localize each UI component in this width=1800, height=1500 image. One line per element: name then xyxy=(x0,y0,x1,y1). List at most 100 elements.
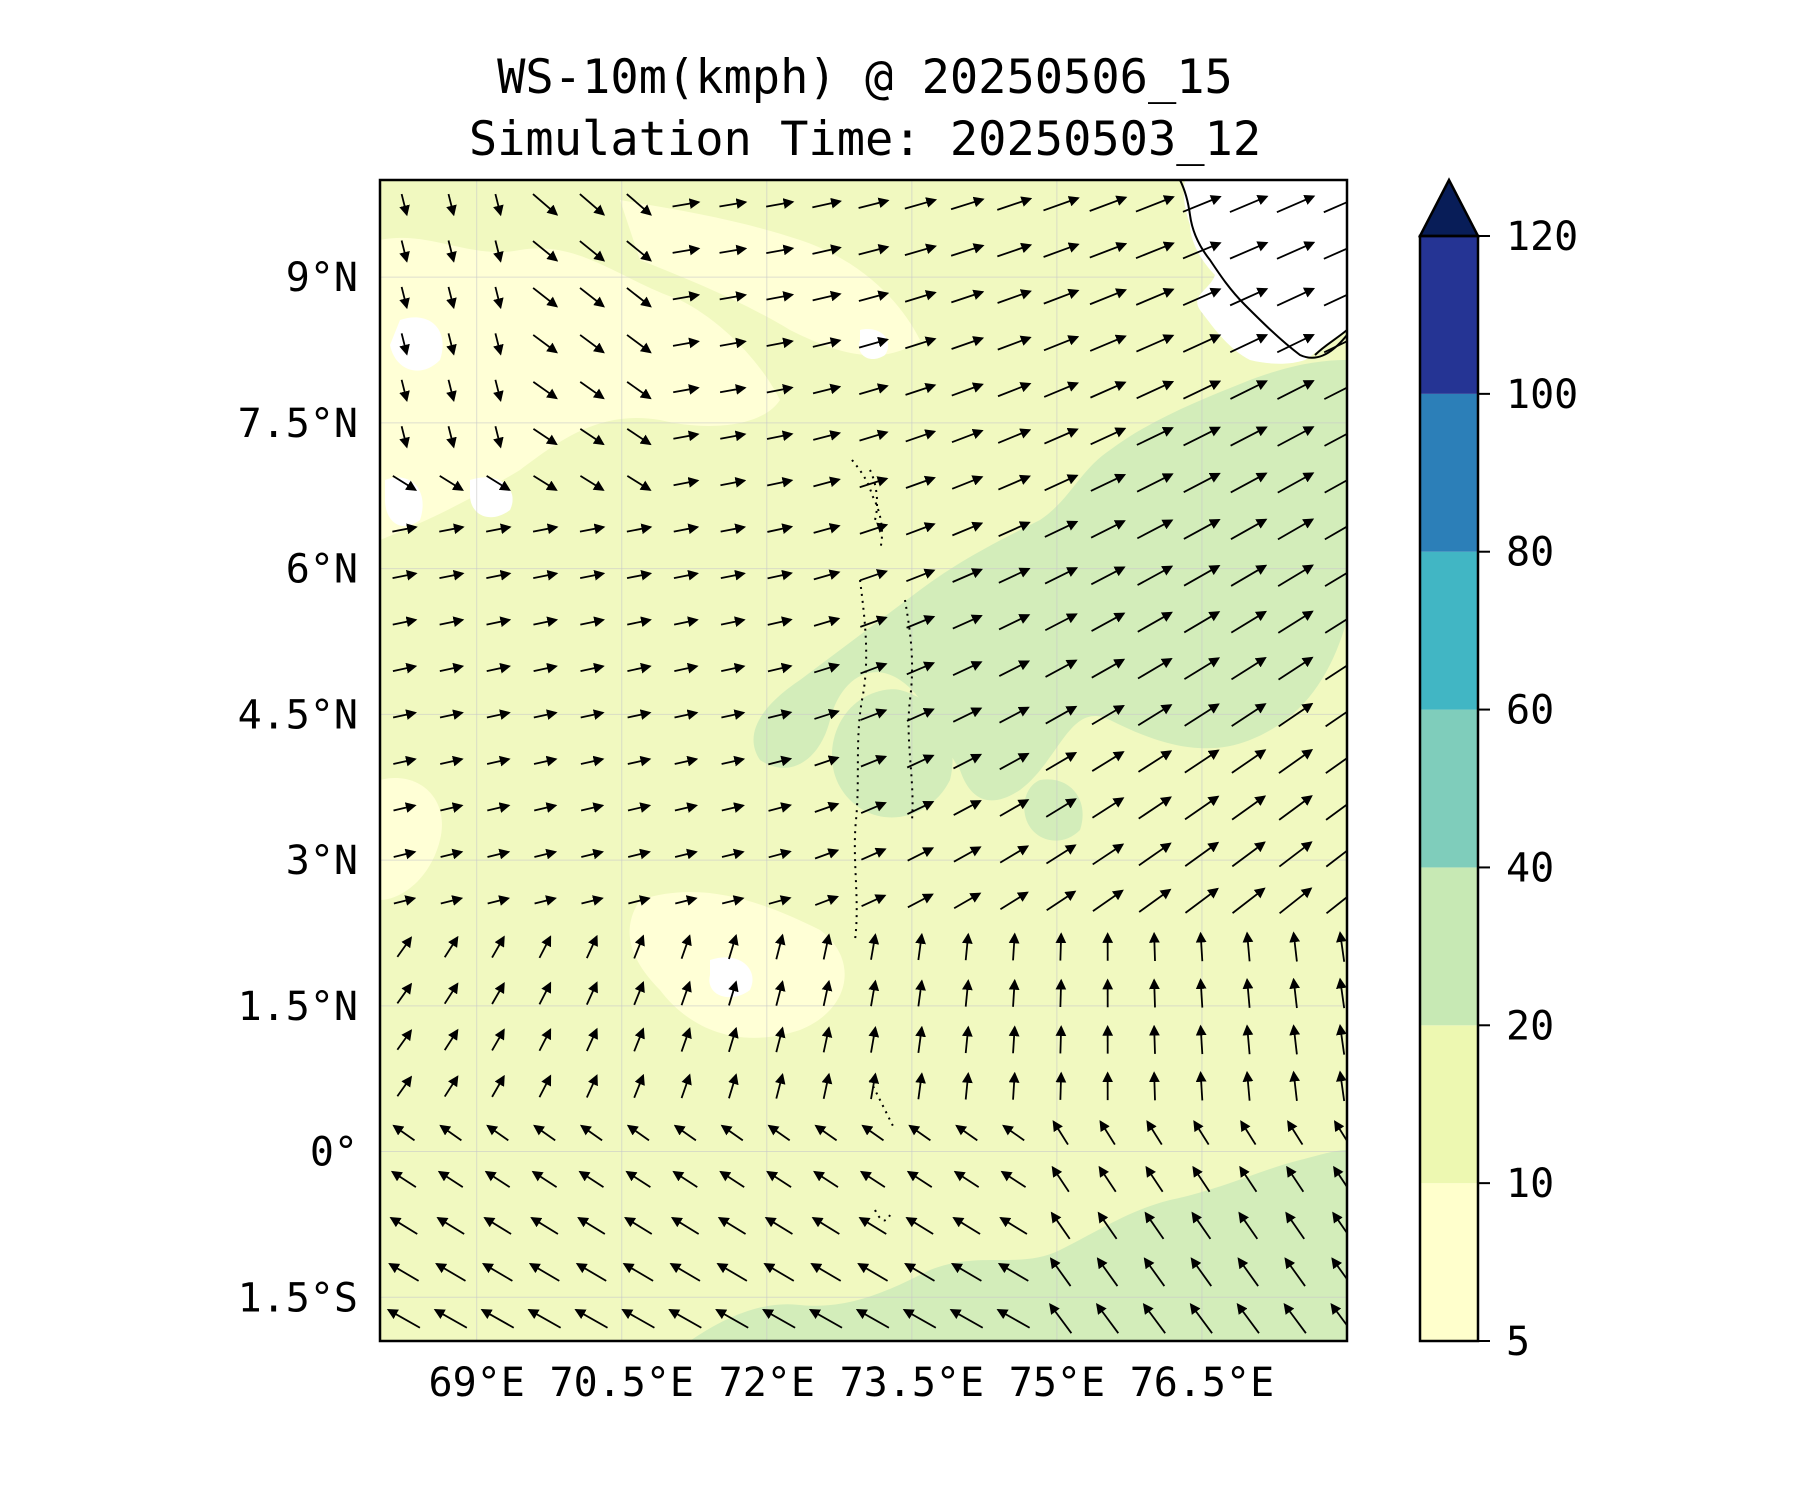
wind-arrow xyxy=(768,895,792,906)
wind-arrow xyxy=(1231,703,1267,727)
wind-arrow xyxy=(1325,710,1347,728)
wind-arrow xyxy=(1242,931,1254,962)
wind-arrow xyxy=(1278,656,1314,681)
wind-arrow xyxy=(1238,1211,1259,1240)
wind-arrow xyxy=(396,982,413,1004)
wind-arrow xyxy=(393,895,417,906)
wind-arrow xyxy=(1055,932,1067,961)
wind-arrow xyxy=(814,801,840,813)
wind-arrow xyxy=(580,802,605,813)
wind-arrow xyxy=(674,848,698,860)
wind-arrow xyxy=(392,475,418,491)
wind-arrow xyxy=(905,429,937,443)
wind-arrow xyxy=(720,523,747,535)
wind-arrow xyxy=(999,706,1030,724)
wind-arrow xyxy=(486,616,512,627)
wind-arrow xyxy=(1195,1024,1207,1055)
wind-arrow xyxy=(1043,335,1080,352)
wind-arrow xyxy=(762,1309,796,1329)
wind-arrow xyxy=(669,1263,701,1282)
wind-arrow xyxy=(1137,750,1173,773)
wind-arrow xyxy=(906,615,936,629)
wind-arrow xyxy=(579,569,606,581)
wind-arrow xyxy=(811,1216,840,1235)
wind-arrow xyxy=(533,662,558,674)
wind-arrow xyxy=(1092,889,1124,912)
wind-arrow xyxy=(953,892,982,910)
wind-arrow xyxy=(486,755,511,767)
wind-arrow xyxy=(768,802,792,813)
wind-arrow xyxy=(446,240,457,263)
wind-arrow xyxy=(673,1124,697,1142)
longitude-axis: 69°E 70.5°E 72°E 73.5°E 75°E 76.5°E xyxy=(429,1360,1275,1406)
wind-arrow xyxy=(1184,841,1220,867)
wind-arrow xyxy=(764,1216,793,1235)
wind-arrow xyxy=(580,709,605,720)
wind-arrow xyxy=(949,1309,984,1329)
wind-arrow xyxy=(1189,1303,1213,1334)
wind-arrow xyxy=(1184,749,1220,774)
wind-arrow xyxy=(1149,1071,1160,1101)
wind-arrow xyxy=(392,523,418,535)
wind-arrow xyxy=(626,569,653,581)
wind-arrow xyxy=(998,614,1031,631)
wind-arrow xyxy=(1286,1165,1305,1193)
wind-arrow xyxy=(1336,1070,1347,1102)
wind-arrow xyxy=(905,382,937,396)
wind-arrow xyxy=(486,569,512,581)
colorbar-segment xyxy=(1420,393,1478,552)
wind-arrow xyxy=(436,1216,465,1235)
wind-arrow xyxy=(904,1263,935,1282)
wind-arrow xyxy=(767,476,794,488)
wind-arrow xyxy=(491,935,505,959)
wind-arrow xyxy=(951,382,984,397)
wind-arrow xyxy=(1285,1211,1305,1240)
wind-arrow xyxy=(439,709,464,720)
wind-arrow xyxy=(439,616,465,627)
wind-arrow xyxy=(1240,1120,1257,1146)
wind-arrow xyxy=(538,935,552,959)
wind-arrow xyxy=(1137,704,1173,726)
wind-arrow xyxy=(813,569,841,581)
wind-arrow xyxy=(997,382,1032,398)
wind-arrow xyxy=(906,568,936,583)
wind-arrow xyxy=(1229,287,1269,307)
wind-arrow xyxy=(483,1216,512,1235)
lat-tick-label: 3°N xyxy=(286,838,358,884)
wind-arrow xyxy=(1090,520,1126,539)
wind-arrow xyxy=(719,337,747,349)
wind-arrow xyxy=(728,1026,739,1053)
wind-arrow xyxy=(493,333,504,356)
wind-arrow xyxy=(1049,1257,1072,1287)
wind-arrow xyxy=(821,933,833,960)
wind-arrow xyxy=(814,755,840,767)
wind-arrow xyxy=(950,196,985,211)
wind-arrow xyxy=(907,800,935,815)
wind-arrow xyxy=(950,1263,982,1282)
wind-arrow xyxy=(915,1025,926,1053)
wind-arrow xyxy=(1145,1165,1164,1193)
wind-arrow xyxy=(680,980,692,1006)
wind-arrow xyxy=(439,475,464,491)
wind-arrow xyxy=(1323,201,1347,214)
wind-arrow xyxy=(1089,242,1128,259)
wind-arrow xyxy=(486,475,511,491)
wind-arrow xyxy=(533,755,558,767)
wind-arrow xyxy=(579,240,606,262)
wind-arrow xyxy=(858,197,890,209)
wind-arrow xyxy=(1330,1303,1347,1327)
strong-zone-mid xyxy=(831,689,953,818)
wind-arrow xyxy=(905,1216,934,1235)
wind-arrow xyxy=(399,333,410,356)
wind-arrow xyxy=(624,1216,653,1235)
wind-arrow xyxy=(721,895,745,906)
strong-zone-south xyxy=(690,1150,1347,1341)
wind-arrow xyxy=(868,1072,880,1100)
wind-arrow xyxy=(952,568,983,583)
wind-arrow xyxy=(951,428,984,444)
gridlines xyxy=(380,180,1347,1341)
wind-arrow xyxy=(491,981,505,1005)
wind-arrow xyxy=(952,661,983,677)
wind-arrow xyxy=(1278,748,1314,774)
